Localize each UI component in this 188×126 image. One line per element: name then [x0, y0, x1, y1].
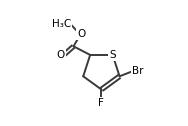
Text: H₃C: H₃C: [52, 19, 71, 29]
Text: F: F: [99, 98, 104, 108]
Text: O: O: [77, 29, 85, 39]
Text: O: O: [56, 50, 64, 60]
Text: H: H: [63, 19, 71, 29]
Text: Br: Br: [132, 66, 143, 76]
Text: S: S: [109, 50, 116, 60]
